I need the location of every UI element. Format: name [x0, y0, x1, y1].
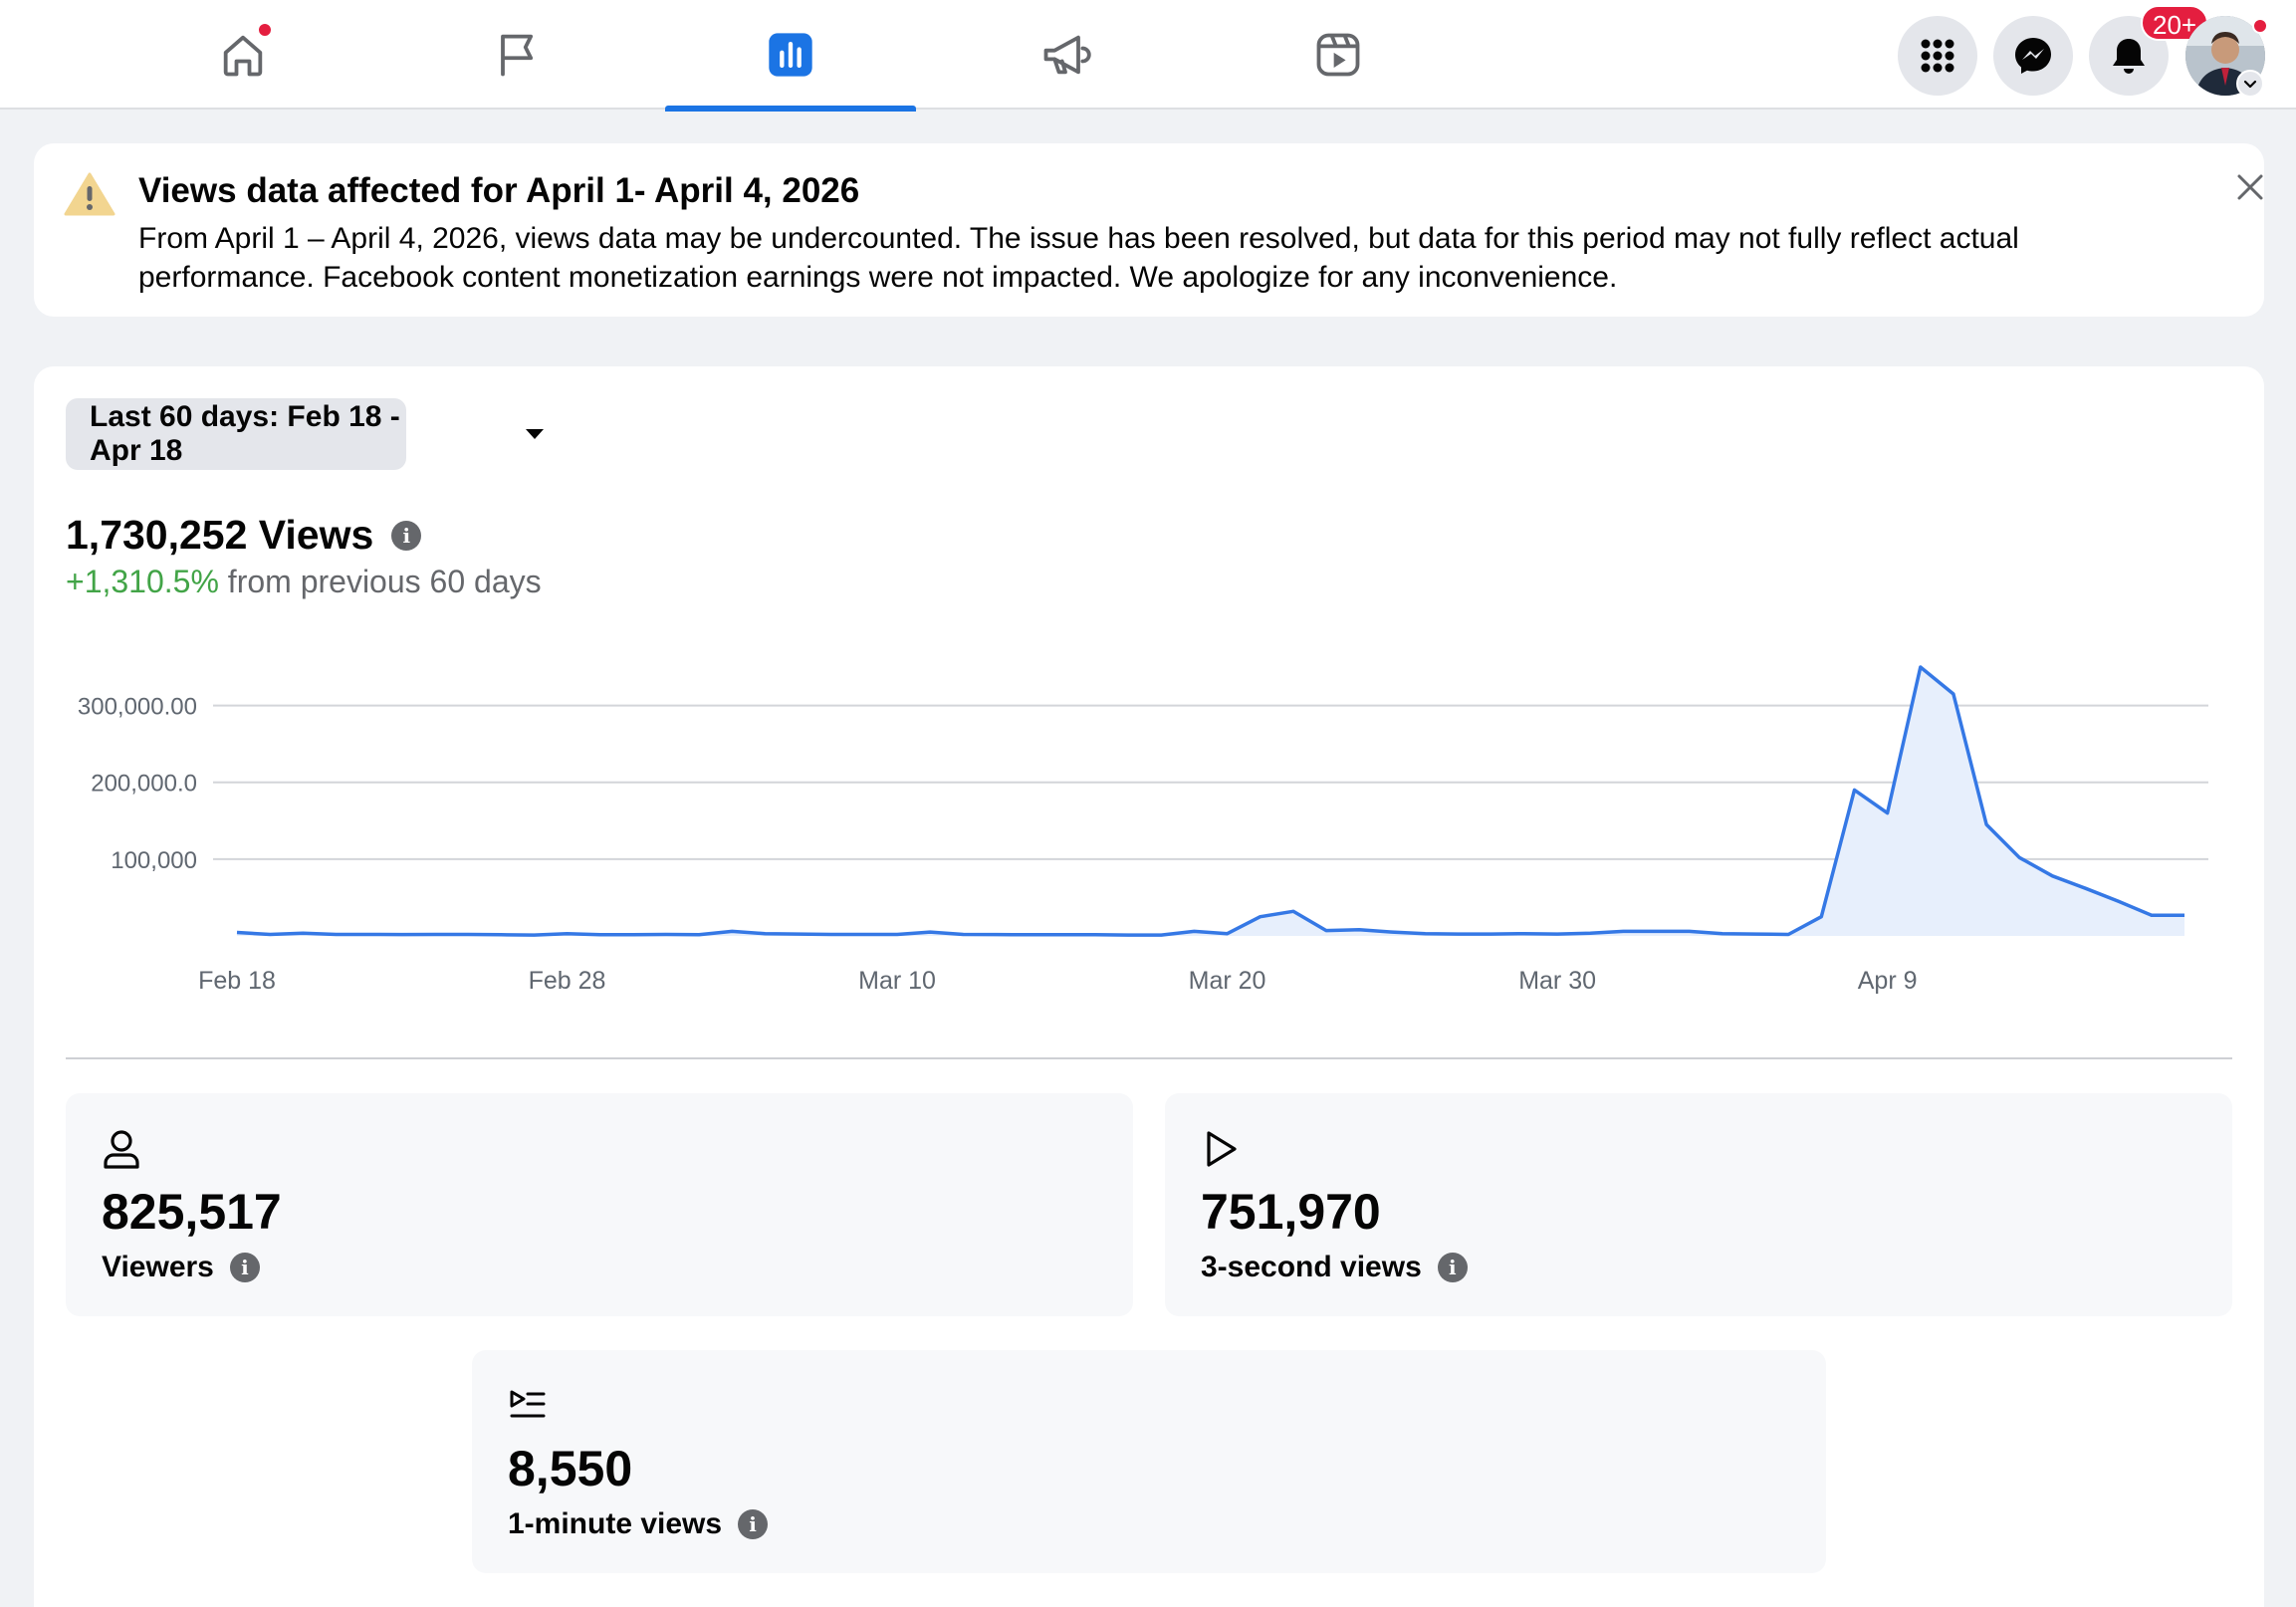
data-issue-banner: Views data affected for April 1- April 4… — [34, 143, 2264, 317]
views-total-value: 1,730,252 Views — [66, 512, 374, 558]
views-change-suffix: from previous 60 days — [218, 564, 542, 599]
info-icon[interactable]: i — [738, 1509, 769, 1539]
banner-close-button[interactable] — [2224, 161, 2276, 213]
series-line — [236, 665, 2184, 937]
chevron-down-icon — [2243, 80, 2257, 89]
date-range-dropdown[interactable]: Last 60 days: Feb 18 - Apr 18 — [66, 398, 544, 470]
metric-label: 1-minute views i — [508, 1507, 769, 1541]
metric-label-text: Viewers — [102, 1251, 214, 1283]
metric-value: 825,517 — [102, 1184, 282, 1240]
top-navigation-bar: 20+ — [0, 0, 2296, 112]
x-tick-label: Feb 28 — [529, 967, 606, 995]
info-icon[interactable]: i — [391, 520, 422, 551]
date-range-label: Last 60 days: Feb 18 - Apr 18 — [90, 400, 400, 467]
play-icon — [1207, 1131, 1237, 1167]
section-divider — [66, 1057, 2232, 1059]
metric-card-1-minute-views: 8,550 1-minute views i — [472, 1350, 1826, 1573]
y-tick-label: 300,000.00 — [78, 694, 197, 721]
flag-icon — [501, 34, 534, 77]
reels-icon — [1316, 33, 1360, 77]
grid-menu-icon — [1921, 39, 1954, 73]
bell-icon — [2113, 39, 2145, 74]
account-menu-toggle[interactable] — [2236, 70, 2264, 98]
x-tick-label: Mar 10 — [858, 967, 936, 995]
views-line-chart: 300,000.00 200,000.0 100,000 Feb 18 Feb 28 Ma… — [78, 665, 2208, 995]
nav-tab-ads[interactable] — [940, 0, 1191, 110]
metric-card-3-second-views: 751,970 3-second views i — [1165, 1093, 2232, 1316]
nav-tab-reels[interactable] — [1213, 0, 1464, 110]
x-tick-label: Mar 20 — [1189, 967, 1266, 995]
banner-body: From April 1 – April 4, 2026, views data… — [138, 222, 2019, 294]
y-tick-label: 100,000 — [111, 847, 197, 874]
views-total-heading: 1,730,252 Views i — [66, 512, 422, 559]
avatar-notification-dot — [2252, 18, 2268, 34]
views-change-percent: +1,310.5% — [66, 564, 219, 599]
banner-title: Views data affected for April 1- April 4… — [138, 171, 860, 210]
metric-label: 3-second views i — [1201, 1251, 1468, 1284]
x-tick-label: Feb 18 — [198, 967, 276, 995]
metric-label-text: 3-second views — [1201, 1251, 1422, 1283]
series-area — [237, 667, 2184, 936]
close-icon — [2237, 174, 2263, 200]
bar-chart-icon — [769, 33, 812, 77]
nav-tab-insights[interactable] — [665, 0, 916, 112]
messenger-icon — [2015, 38, 2051, 74]
play-list-icon — [510, 1390, 546, 1418]
y-tick-label: 200,000.0 — [91, 771, 197, 798]
megaphone-icon — [1043, 35, 1091, 75]
messenger-button[interactable] — [1993, 16, 2073, 96]
person-icon — [104, 1130, 139, 1169]
views-change: +1,310.5% from previous 60 days — [66, 564, 542, 600]
nav-tab-pages[interactable] — [390, 0, 641, 110]
metric-label: Viewers i — [102, 1251, 260, 1284]
views-insights-card: Last 60 days: Feb 18 - Apr 18 1,730,252 … — [34, 366, 2264, 1607]
metric-card-viewers: 825,517 Viewers i — [66, 1093, 1133, 1316]
metric-value: 8,550 — [508, 1441, 633, 1496]
x-tick-label: Mar 30 — [1518, 967, 1596, 995]
nav-tab-home[interactable] — [117, 0, 368, 110]
metric-label-text: 1-minute views — [508, 1507, 723, 1540]
menu-button[interactable] — [1898, 16, 1977, 96]
metric-value: 751,970 — [1201, 1184, 1381, 1240]
home-icon — [223, 35, 263, 77]
caret-down-icon — [526, 429, 544, 439]
info-icon[interactable]: i — [229, 1253, 260, 1282]
warning-icon — [64, 172, 115, 216]
x-tick-label: Apr 9 — [1858, 967, 1918, 995]
home-notification-dot — [257, 22, 273, 38]
info-icon[interactable]: i — [1437, 1253, 1468, 1282]
